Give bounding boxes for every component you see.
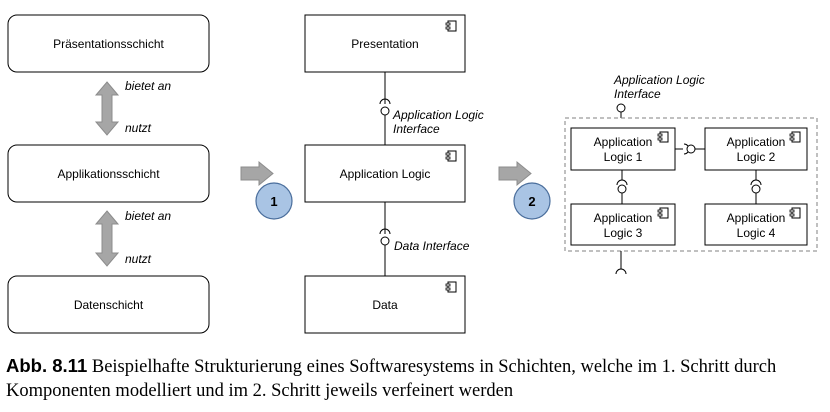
logic4-label-line1: Application xyxy=(727,211,786,225)
application-logic-interface-label-line2: Interface xyxy=(393,122,440,136)
logic4-label-line2: Logic 4 xyxy=(737,226,776,240)
offers-label-top: bietet an xyxy=(125,79,171,93)
step-number-2: 2 xyxy=(528,194,535,209)
layer-presentation: Präsentationsschicht xyxy=(7,14,210,73)
logic3-label-line1: Application xyxy=(594,211,653,225)
component-application-logic-2: Application Logic 2 xyxy=(704,127,808,171)
application-logic-interface-label-line1: Application Logic xyxy=(392,108,484,122)
layer-presentation-label: Präsentationsschicht xyxy=(53,37,164,51)
component-icon xyxy=(445,20,457,32)
uses-label-bottom: nutzt xyxy=(125,252,152,266)
step-number-1: 1 xyxy=(270,194,277,209)
refined-container xyxy=(564,117,818,252)
layer-application: Applikationsschicht xyxy=(7,144,210,203)
logic1-label-line2: Logic 1 xyxy=(604,150,643,164)
logic2-label-line2: Logic 2 xyxy=(737,150,776,164)
component-data: Data xyxy=(304,275,466,334)
logic1-logic2-connector xyxy=(675,143,705,155)
double-arrow-bottom-icon xyxy=(94,210,120,267)
figure-caption: Abb. 8.11 Beispielhafte Strukturierung e… xyxy=(6,354,824,403)
uses-label-top: nutzt xyxy=(125,121,152,135)
logic1-logic3-connector xyxy=(616,170,628,204)
logic3-label-line2: Logic 3 xyxy=(604,226,643,240)
double-arrow-top-icon xyxy=(94,81,120,136)
layer-application-label: Applikationsschicht xyxy=(57,167,160,181)
component-application-logic-4: Application Logic 4 xyxy=(704,203,808,246)
component-presentation-label: Presentation xyxy=(351,37,418,51)
component-application-logic-3: Application Logic 3 xyxy=(570,203,676,246)
layer-data-label: Datenschicht xyxy=(74,298,144,312)
refined-provided-interface xyxy=(616,103,626,118)
application-logic-interface-connector xyxy=(379,72,391,145)
logic2-label-line1: Application xyxy=(727,135,786,149)
logic1-label-line1: Application xyxy=(594,135,653,149)
component-application-logic-1: Application Logic 1 xyxy=(570,127,676,171)
caption-text: Beispielhafte Strukturierung eines Softw… xyxy=(6,357,777,401)
refined-required-interface xyxy=(615,251,627,275)
component-icon xyxy=(445,150,457,162)
offers-label-bottom: bietet an xyxy=(125,209,171,223)
component-application-logic-label: Application Logic xyxy=(340,167,431,181)
step-circle-1 xyxy=(255,182,293,220)
layer-data: Datenschicht xyxy=(7,275,210,334)
data-interface-connector xyxy=(379,202,391,276)
caption-label: Abb. 8.11 xyxy=(6,355,88,376)
data-interface-label: Data Interface xyxy=(394,239,470,253)
component-icon xyxy=(657,131,669,143)
logic2-logic4-connector xyxy=(750,170,762,204)
component-icon xyxy=(789,207,801,219)
refined-interface-label-line2: Interface xyxy=(614,87,661,101)
step-arrow-1-icon xyxy=(240,160,274,187)
component-icon xyxy=(445,281,457,293)
component-icon xyxy=(789,131,801,143)
architecture-diagram: Präsentationsschicht Applikationsschicht… xyxy=(7,14,818,334)
step-circle-2 xyxy=(513,182,551,220)
refined-interface-label-line1: Application Logic xyxy=(613,73,705,87)
component-application-logic: Application Logic xyxy=(304,144,466,203)
component-data-label: Data xyxy=(372,298,398,312)
component-presentation: Presentation xyxy=(304,14,466,73)
step-arrow-2-icon xyxy=(498,160,532,187)
component-icon xyxy=(657,207,669,219)
